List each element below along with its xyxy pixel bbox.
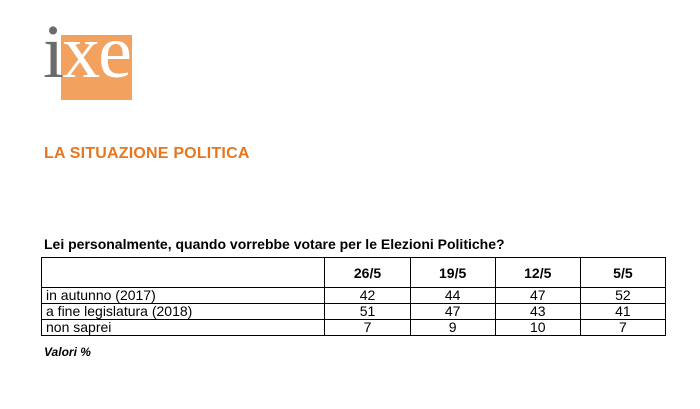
row-value: 51	[324, 303, 411, 320]
header-empty-cell	[40, 257, 326, 288]
logo-letter-i: i	[43, 10, 64, 94]
logo-orange-square	[61, 35, 132, 100]
row-value: 7	[324, 319, 411, 336]
logo-wordmark: ixè	[43, 14, 132, 90]
row-value: 42	[324, 287, 411, 304]
row-value: 10	[494, 319, 581, 336]
header-date: 19/5	[409, 257, 496, 288]
logo-letter-e: è	[98, 10, 132, 94]
header-date: 12/5	[494, 257, 581, 288]
row-value: 43	[494, 303, 581, 320]
row-value: 9	[409, 319, 496, 336]
row-value: 7	[579, 319, 667, 336]
section-title: LA SITUAZIONE POLITICA	[44, 145, 250, 162]
table-row: a fine legislatura (2018) 51 47 43 41	[40, 303, 667, 320]
row-value: 47	[409, 303, 496, 320]
table-row: non saprei 7 9 10 7	[40, 319, 667, 336]
row-value: 47	[494, 287, 581, 304]
row-value: 52	[579, 287, 667, 304]
results-table: 26/5 19/5 12/5 5/5 in autunno (2017) 42 …	[40, 257, 667, 336]
table-header-row: 26/5 19/5 12/5 5/5	[40, 257, 667, 288]
row-label: non saprei	[40, 319, 326, 336]
row-label: in autunno (2017)	[40, 287, 326, 304]
row-value: 44	[409, 287, 496, 304]
table-row: in autunno (2017) 42 44 47 52	[40, 287, 667, 304]
values-note: Valori %	[44, 345, 91, 359]
ixe-logo: ixè	[43, 14, 132, 100]
row-label: a fine legislatura (2018)	[40, 303, 326, 320]
survey-question: Lei personalmente, quando vorrebbe votar…	[44, 236, 505, 252]
row-value: 41	[579, 303, 667, 320]
header-date: 5/5	[579, 257, 667, 288]
logo-letter-x: x	[62, 10, 100, 94]
header-date: 26/5	[324, 257, 411, 288]
